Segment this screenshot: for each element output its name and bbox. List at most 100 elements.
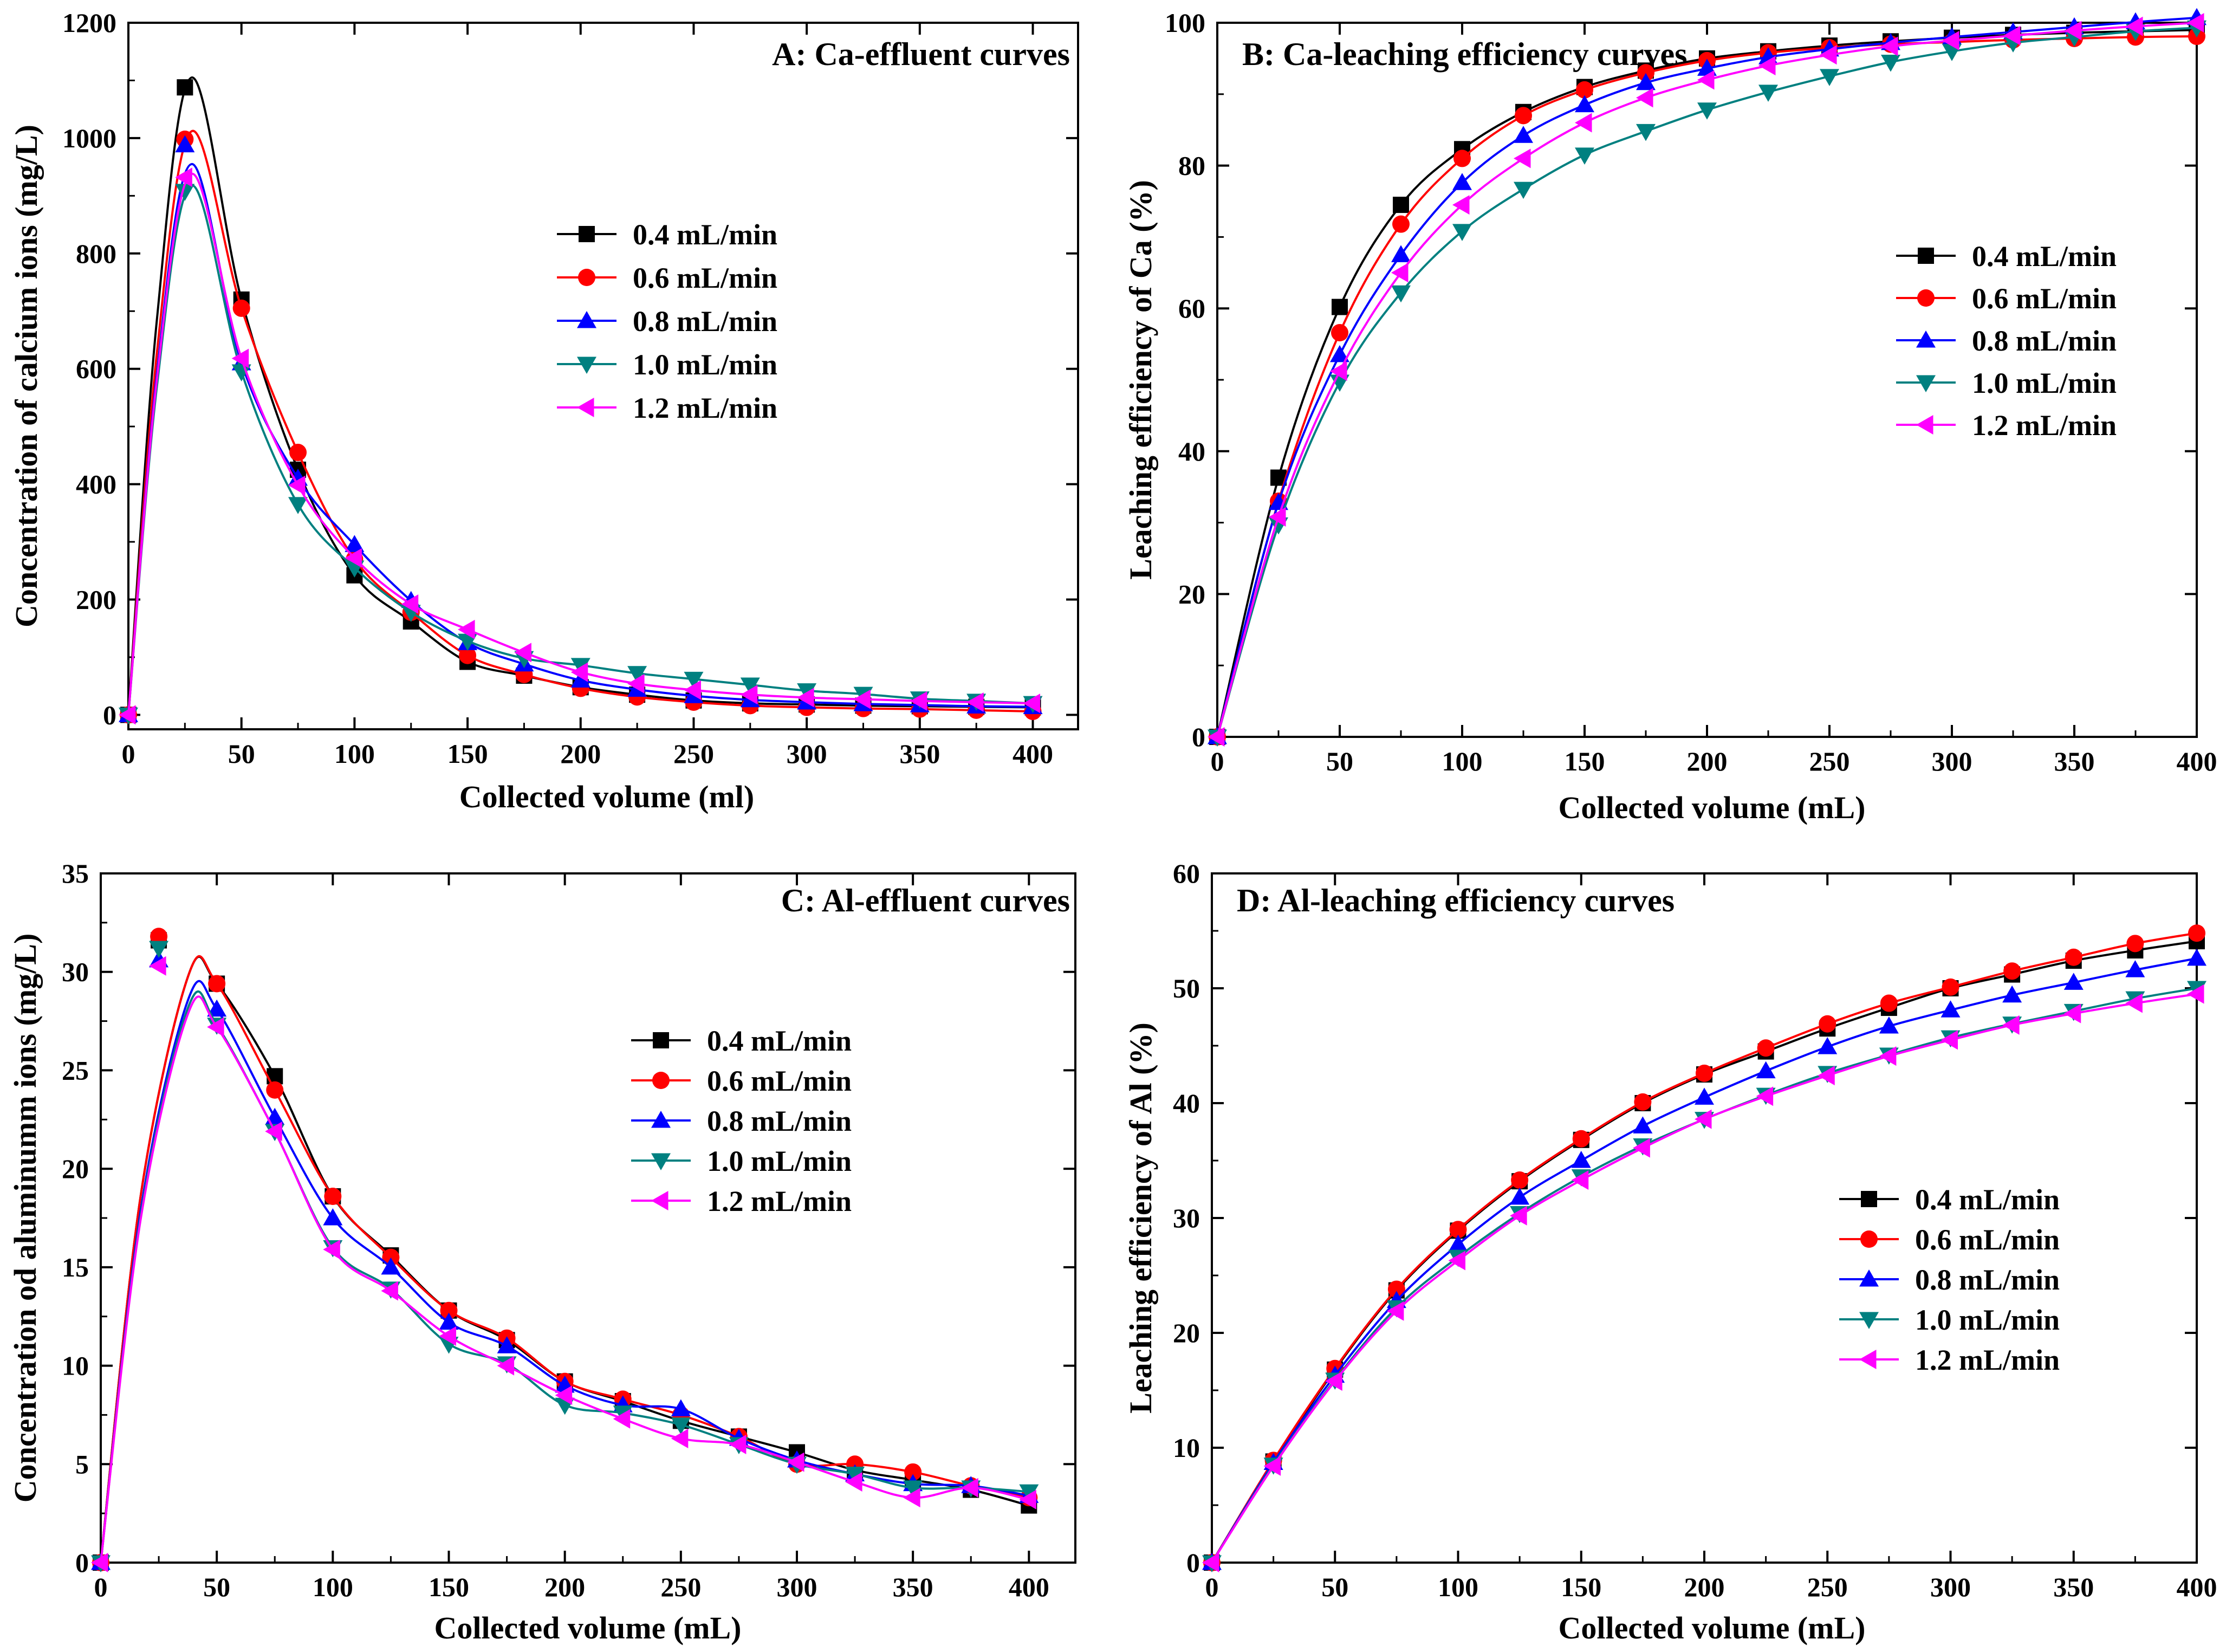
x-tick-label: 100 <box>334 738 375 769</box>
data-point <box>903 1488 920 1508</box>
legend-label: 0.6 mL/min <box>1972 282 2117 315</box>
data-point <box>1515 107 1532 125</box>
legend-item: 0.8 mL/min <box>631 1105 852 1137</box>
legend-marker <box>1859 1312 1879 1329</box>
legend-marker <box>651 1191 669 1210</box>
data-point <box>149 941 169 958</box>
x-axis-title: Collected volume (ml) <box>459 779 754 814</box>
legend-marker <box>577 311 596 328</box>
legend-item: 1.0 mL/min <box>557 348 777 381</box>
panel-title: B: Ca-leaching efficiency curves <box>1242 36 1687 72</box>
data-point <box>1941 1030 1958 1050</box>
legend-marker <box>1916 415 1933 435</box>
legend-label: 1.0 mL/min <box>707 1145 852 1177</box>
data-point <box>1636 73 1656 90</box>
data-point <box>1391 263 1409 283</box>
data-point <box>1514 182 1533 199</box>
legend-label: 0.6 mL/min <box>707 1065 852 1097</box>
x-tick-label: 300 <box>1932 746 1972 776</box>
data-point <box>207 999 227 1017</box>
data-point <box>323 1240 340 1260</box>
data-point <box>1942 978 1959 996</box>
data-point <box>2187 948 2206 966</box>
data-point <box>1510 1187 1530 1205</box>
data-point <box>1393 197 1409 213</box>
legend-marker <box>578 269 595 286</box>
data-point <box>1571 1170 1589 1190</box>
data-point <box>1514 126 1533 143</box>
data-point <box>797 683 817 701</box>
x-tick-label: 150 <box>1561 1572 1601 1602</box>
x-tick-label: 100 <box>1438 1572 1478 1602</box>
data-point <box>1202 1553 1219 1572</box>
y-axis-title: Concentration of calcium ions (mg/L) <box>9 125 44 627</box>
legend-item: 1.2 mL/min <box>631 1185 852 1217</box>
legend-item: 0.4 mL/min <box>557 218 777 251</box>
legend-item: 1.2 mL/min <box>1839 1344 2060 1376</box>
x-tick-label: 50 <box>203 1572 230 1602</box>
data-point <box>2126 935 2144 953</box>
data-point <box>266 1081 284 1099</box>
data-point <box>1452 173 1472 190</box>
x-tick-label: 400 <box>2177 1572 2217 1602</box>
plot-frame <box>100 872 1076 1564</box>
y-tick-label: 50 <box>1173 973 1200 1003</box>
legend-marker <box>577 357 596 374</box>
series-s08 <box>119 135 1043 722</box>
y-tick-label: 200 <box>76 584 116 614</box>
data-point <box>1449 1221 1467 1239</box>
data-point <box>1636 124 1656 141</box>
series-s08 <box>1202 948 2206 1570</box>
x-tick-label: 0 <box>1205 1572 1219 1602</box>
data-point <box>1023 694 1041 714</box>
data-point <box>288 497 308 514</box>
data-point <box>1575 113 1592 133</box>
x-tick-label: 300 <box>1930 1572 1971 1602</box>
data-point <box>1758 85 1778 102</box>
data-point <box>1696 1064 1713 1082</box>
series-line <box>100 955 1029 1563</box>
legend-marker <box>651 1111 671 1128</box>
x-tick-label: 350 <box>899 738 940 769</box>
legend-item: 0.8 mL/min <box>557 305 777 338</box>
series-line <box>127 129 1033 715</box>
data-point <box>2187 984 2204 1004</box>
legend-item: 0.4 mL/min <box>1896 240 2117 273</box>
x-tick-label: 300 <box>777 1572 817 1602</box>
data-point <box>1331 324 1348 342</box>
data-point <box>787 1452 804 1472</box>
data-point <box>613 1409 631 1429</box>
legend-label: 0.8 mL/min <box>1915 1264 2060 1296</box>
data-point <box>1576 81 1593 99</box>
plot-frame <box>127 22 1079 730</box>
data-point <box>684 680 701 700</box>
y-tick-label: 1000 <box>62 123 116 153</box>
data-point <box>231 364 251 382</box>
x-tick-label: 400 <box>2177 746 2217 776</box>
x-tick-label: 400 <box>1009 1572 1049 1602</box>
legend-marker <box>653 1032 669 1048</box>
series-s12 <box>1202 984 2204 1572</box>
data-point <box>1636 88 1653 108</box>
data-point <box>1695 1087 1714 1105</box>
data-point <box>1820 69 1839 86</box>
data-point <box>1453 150 1471 167</box>
data-point <box>853 689 871 709</box>
data-point <box>910 691 927 711</box>
y-tick-label: 600 <box>76 354 116 384</box>
legend-marker <box>1917 289 1935 307</box>
data-point <box>1386 1301 1404 1321</box>
y-tick-label: 0 <box>1186 1547 1200 1578</box>
data-point <box>2065 21 2082 41</box>
legend-item: 0.8 mL/min <box>1896 325 2117 357</box>
data-point <box>345 548 362 568</box>
data-point <box>1695 1109 1712 1129</box>
chart-a: 0 50 100 150 200 250 300 350 400 0 200 400 600 800 100… <box>9 8 1079 814</box>
legend-item: 0.4 mL/min <box>1839 1183 2060 1216</box>
data-point <box>1332 299 1348 315</box>
data-point <box>961 1478 978 1498</box>
series-line <box>100 955 1029 1563</box>
legend-label: 0.8 mL/min <box>707 1105 852 1137</box>
data-point <box>1633 1138 1650 1158</box>
